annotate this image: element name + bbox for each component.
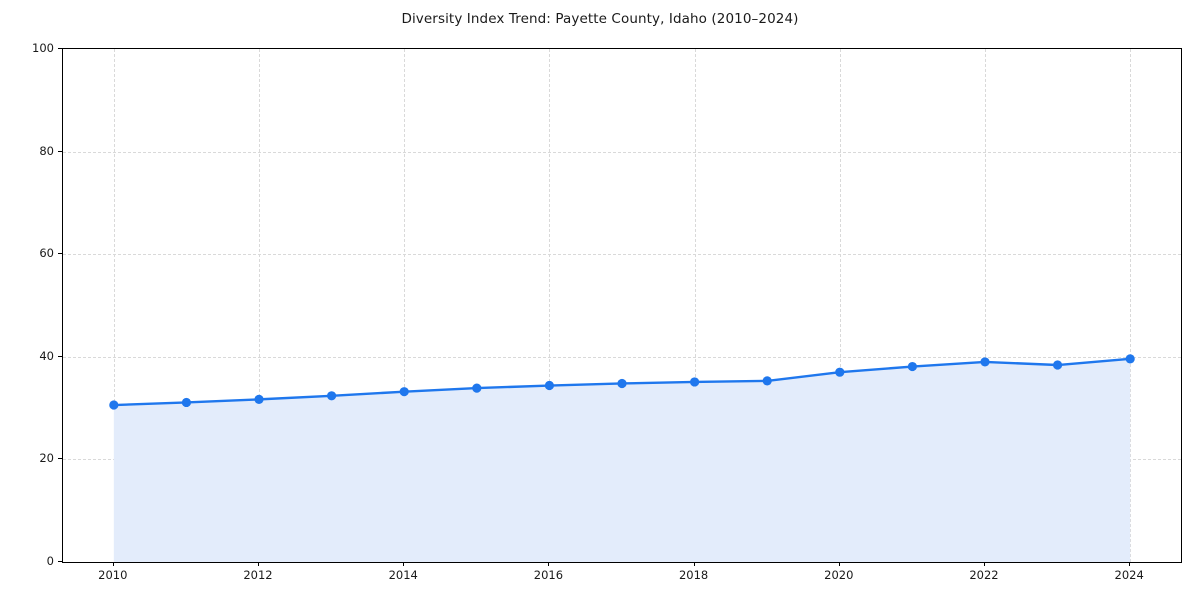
y-axis-tick-mark — [58, 355, 62, 357]
gridline-horizontal — [63, 151, 1181, 153]
data-point-2013 — [327, 391, 337, 401]
x-axis-tick-label: 2022 — [969, 568, 999, 582]
plot-area — [62, 48, 1182, 563]
x-axis-tick-label: 2012 — [243, 568, 273, 582]
gridline-vertical — [259, 49, 260, 562]
chart-title: Diversity Index Trend: Payette County, I… — [401, 11, 799, 27]
y-axis-tick-label: 20 — [39, 451, 54, 466]
data-point-2020 — [835, 367, 845, 377]
data-point-2017 — [617, 378, 627, 389]
data-point-2024 — [1125, 354, 1135, 364]
x-axis-tick-mark — [548, 562, 550, 566]
y-axis-tick-mark — [58, 253, 62, 255]
x-axis-tick-mark — [693, 562, 695, 566]
area-fill — [113, 358, 1131, 562]
x-axis-tick-label: 2010 — [98, 568, 128, 582]
x-axis-tick-mark — [1129, 562, 1131, 566]
y-axis-tick-mark — [58, 561, 62, 562]
gridline-vertical — [694, 49, 696, 562]
data-point-2021 — [907, 361, 917, 372]
x-axis-tick-mark — [838, 562, 840, 566]
x-axis-tick-label: 2016 — [533, 568, 564, 582]
data-point-2011 — [181, 397, 192, 408]
data-point-markers — [109, 354, 1135, 410]
gridline-vertical — [839, 49, 841, 562]
x-axis-tick-label: 2018 — [678, 568, 709, 582]
gridline-vertical — [984, 49, 986, 562]
gridline-horizontal — [63, 356, 1181, 358]
data-point-2022 — [980, 357, 990, 367]
line-series-diversity-index — [109, 354, 1135, 562]
y-axis-tick-label: 0 — [46, 554, 54, 568]
y-axis-tick-mark — [58, 458, 62, 460]
x-axis-tick-label: 2020 — [824, 568, 854, 582]
data-point-2012 — [254, 394, 264, 404]
gridline-horizontal — [63, 254, 1181, 256]
x-axis-tick-label: 2014 — [388, 568, 418, 582]
gridline-vertical — [1130, 49, 1132, 562]
data-point-2015 — [472, 383, 482, 393]
data-point-2014 — [399, 387, 409, 397]
y-axis-tick-mark — [58, 48, 62, 49]
x-axis-tick-label: 2024 — [1114, 568, 1144, 582]
y-axis-tick-label: 60 — [39, 246, 54, 261]
data-point-2018 — [690, 377, 700, 387]
x-axis-tick-mark — [403, 562, 405, 566]
data-point-2019 — [762, 376, 772, 386]
data-point-2023 — [1052, 360, 1063, 370]
y-axis-tick-label: 80 — [39, 143, 54, 158]
plot-inner — [63, 49, 1181, 562]
y-axis-tick-mark — [58, 150, 62, 152]
x-axis-tick-mark — [112, 562, 114, 566]
gridline-vertical — [113, 49, 115, 562]
y-axis-tick-label: 100 — [32, 41, 54, 55]
y-axis-tick-label: 40 — [39, 348, 54, 363]
gridline-vertical — [404, 49, 406, 562]
data-point-2010 — [109, 400, 119, 410]
x-axis-tick-mark — [258, 562, 259, 566]
gridline-vertical — [549, 49, 551, 562]
x-axis-tick-mark — [983, 562, 985, 566]
data-point-2016 — [544, 380, 554, 391]
